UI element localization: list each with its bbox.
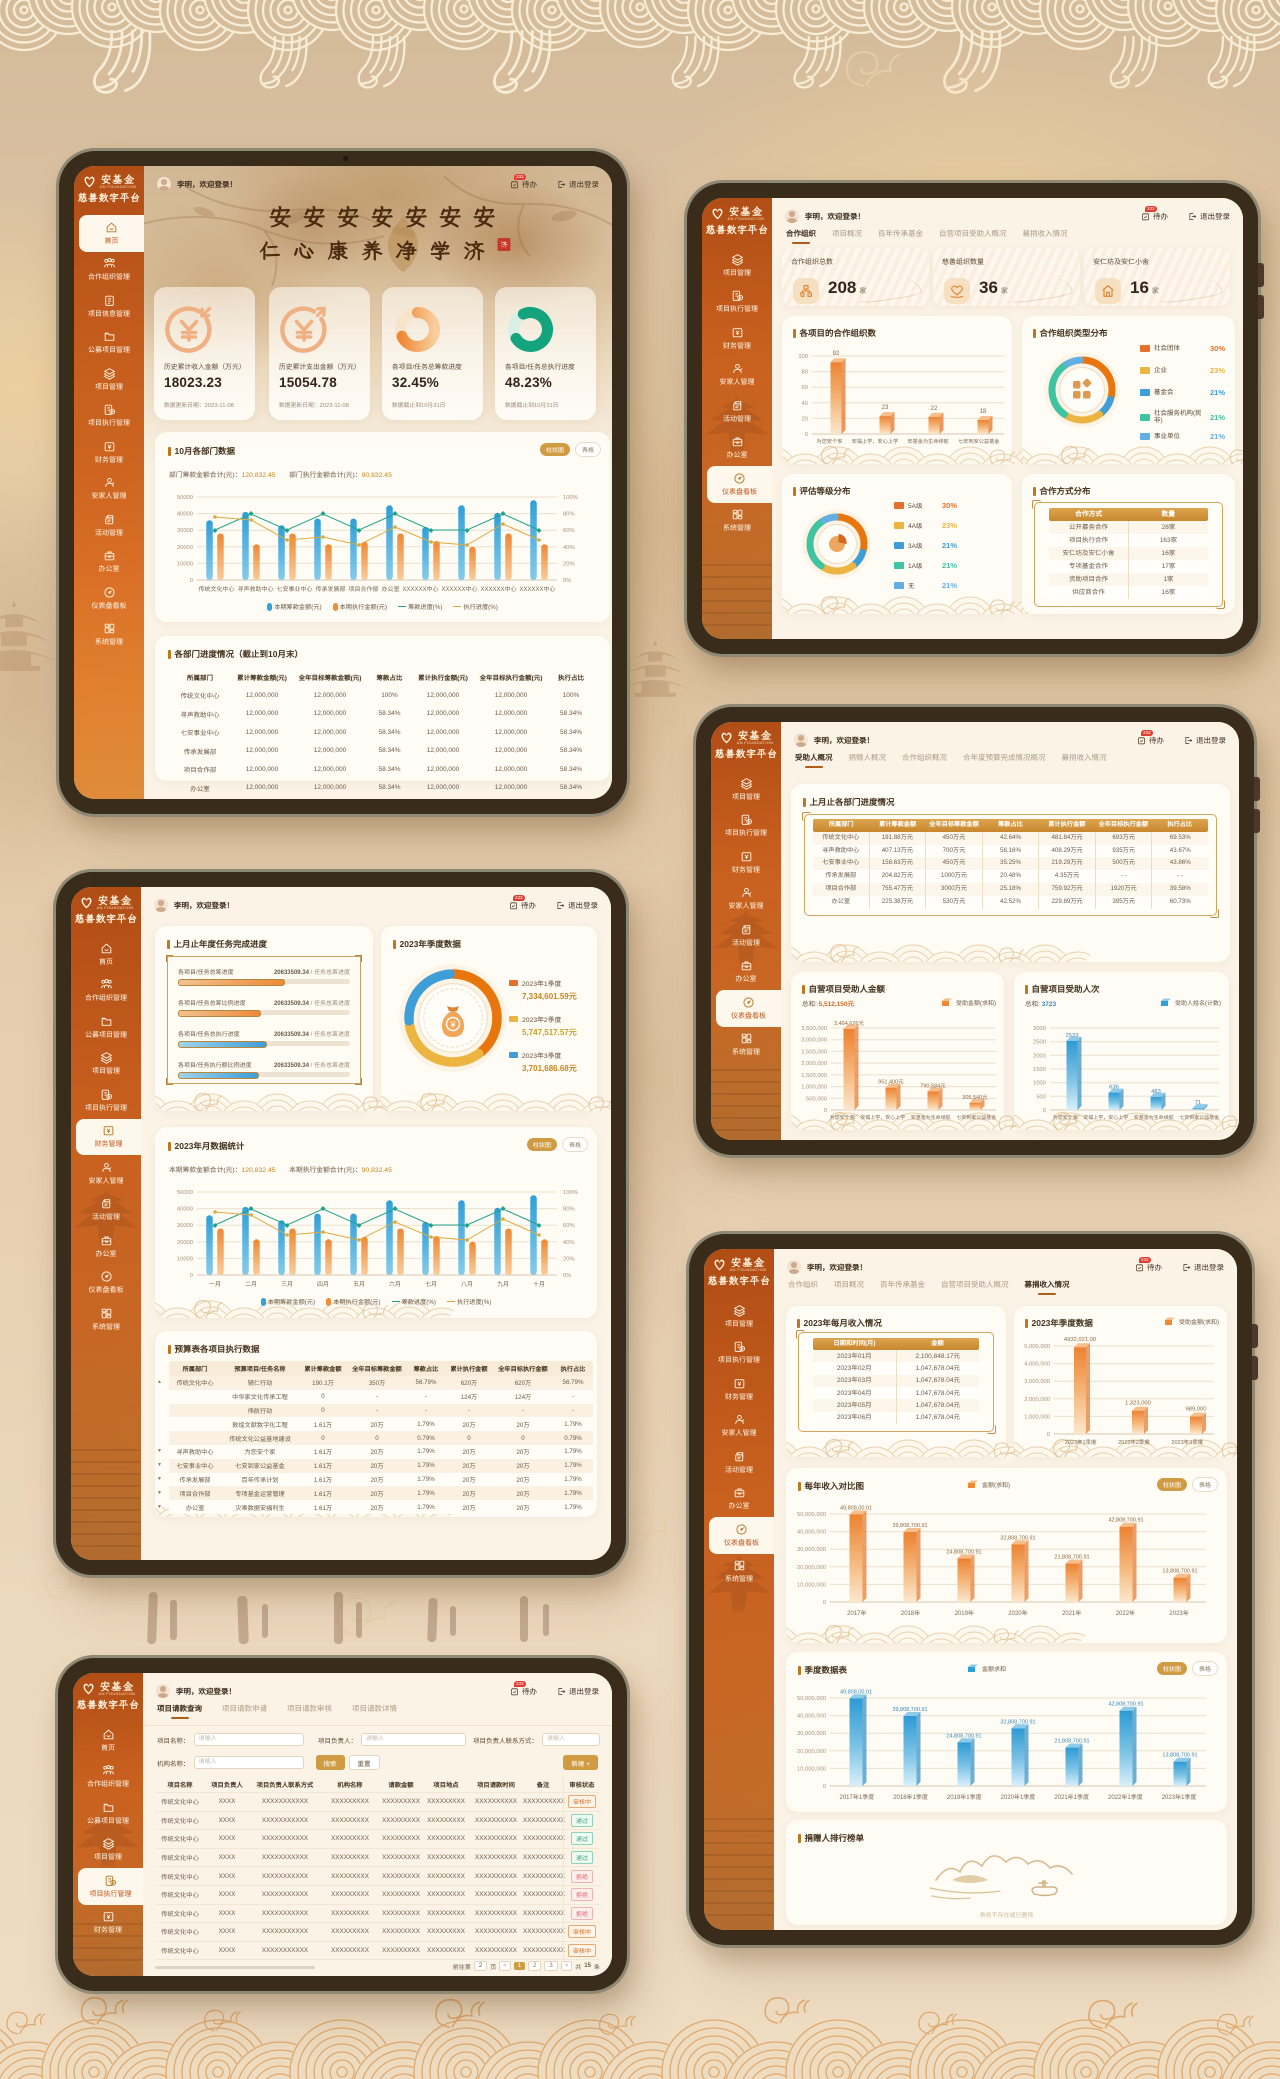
svg-text:1,500,000: 1,500,000	[801, 1073, 827, 1079]
svg-text:32,808,700.91: 32,808,700.91	[1000, 1719, 1035, 1725]
svg-text:¥: ¥	[449, 1020, 456, 1030]
svg-text:71: 71	[1195, 1100, 1201, 1106]
svg-text:4,000,000: 4,000,000	[1024, 1362, 1050, 1368]
svg-text:2500: 2500	[1033, 1040, 1046, 1046]
svg-text:30000: 30000	[177, 528, 193, 534]
svg-text:790,584元: 790,584元	[920, 1083, 946, 1090]
svg-text:1,000,000: 1,000,000	[801, 1085, 827, 1091]
svg-text:24,808,700.91: 24,808,700.91	[946, 1549, 981, 1555]
svg-text:21,808,700.91: 21,808,700.91	[1054, 1555, 1089, 1561]
svg-text:20000: 20000	[177, 545, 193, 551]
svg-text:50,000,000: 50,000,000	[797, 1696, 826, 1702]
svg-text:92: 92	[833, 351, 840, 357]
svg-text:2000: 2000	[1033, 1053, 1046, 1059]
svg-text:60%: 60%	[563, 1223, 575, 1229]
svg-text:0%: 0%	[563, 578, 571, 584]
svg-text:100: 100	[798, 354, 808, 360]
svg-text:2,000,000: 2,000,000	[801, 1061, 827, 1067]
svg-text:1500: 1500	[1033, 1067, 1046, 1073]
svg-text:0: 0	[1047, 1432, 1050, 1438]
svg-text:20000: 20000	[177, 1240, 193, 1246]
svg-text:989,000: 989,000	[1186, 1407, 1207, 1413]
svg-text:40,000,000: 40,000,000	[797, 1714, 826, 1720]
svg-text:13,808,700.91: 13,808,700.91	[1162, 1569, 1197, 1575]
svg-text:3,000,000: 3,000,000	[801, 1038, 827, 1044]
svg-text:32,808,700.91: 32,808,700.91	[1000, 1535, 1035, 1541]
svg-text:636: 636	[1109, 1085, 1119, 1091]
svg-text:30,000,000: 30,000,000	[797, 1547, 826, 1553]
svg-text:80%: 80%	[563, 1207, 575, 1213]
svg-text:13,808,700.91: 13,808,700.91	[1162, 1753, 1197, 1759]
svg-text:0: 0	[190, 1273, 193, 1279]
svg-text:40000: 40000	[177, 512, 193, 518]
svg-text:1000: 1000	[1033, 1081, 1046, 1087]
svg-text:42,808,700.91: 42,808,700.91	[1108, 1702, 1143, 1708]
svg-text:483: 483	[1151, 1089, 1161, 1095]
svg-text:0: 0	[805, 432, 808, 438]
svg-text:100%: 100%	[563, 1190, 578, 1196]
svg-text:1,323,000: 1,323,000	[1125, 1401, 1151, 1407]
svg-text:951,400元: 951,400元	[878, 1079, 904, 1086]
svg-text:0%: 0%	[563, 1273, 571, 1279]
svg-text:40: 40	[802, 401, 808, 407]
svg-text:40%: 40%	[563, 1240, 575, 1246]
svg-text:305,540元: 305,540元	[962, 1094, 988, 1101]
svg-text:20: 20	[802, 416, 808, 422]
svg-text:10,000,000: 10,000,000	[797, 1766, 826, 1772]
svg-text:20%: 20%	[563, 1256, 575, 1262]
svg-text:49,808,00.01: 49,808,00.01	[840, 1505, 872, 1511]
svg-text:500: 500	[1036, 1094, 1046, 1100]
svg-text:22: 22	[931, 406, 938, 412]
svg-text:2533: 2533	[1066, 1033, 1079, 1039]
svg-text:0: 0	[824, 1108, 827, 1114]
svg-text:3000: 3000	[1033, 1026, 1046, 1032]
svg-text:49,808,00.01: 49,808,00.01	[840, 1689, 872, 1695]
svg-text:39,808,700.91: 39,808,700.91	[892, 1523, 927, 1529]
svg-text:18: 18	[980, 409, 987, 415]
svg-text:20,000,000: 20,000,000	[797, 1565, 826, 1571]
svg-text:10000: 10000	[177, 561, 193, 567]
svg-text:100%: 100%	[563, 495, 578, 501]
svg-text:5,000,000: 5,000,000	[1024, 1344, 1050, 1350]
svg-text:3,000,000: 3,000,000	[1024, 1379, 1050, 1385]
svg-text:40,000,000: 40,000,000	[797, 1530, 826, 1536]
svg-text:0: 0	[823, 1784, 826, 1790]
svg-text:2,000,000: 2,000,000	[1024, 1397, 1050, 1403]
svg-text:4932,021.00: 4932,021.00	[1064, 1337, 1096, 1343]
svg-text:50000: 50000	[177, 495, 193, 501]
svg-text:40000: 40000	[177, 1207, 193, 1213]
svg-text:50,000,000: 50,000,000	[797, 1512, 826, 1518]
svg-text:2,500,000: 2,500,000	[801, 1049, 827, 1055]
svg-text:80%: 80%	[563, 512, 575, 518]
svg-text:80: 80	[802, 370, 808, 376]
svg-text:10000: 10000	[177, 1256, 193, 1262]
svg-text:30000: 30000	[177, 1223, 193, 1229]
svg-text:20,000,000: 20,000,000	[797, 1749, 826, 1755]
svg-text:0: 0	[190, 578, 193, 584]
svg-text:0: 0	[823, 1600, 826, 1606]
svg-text:3,500,000: 3,500,000	[801, 1026, 827, 1032]
svg-text:0: 0	[1043, 1108, 1046, 1114]
svg-text:3,464,626元: 3,464,626元	[834, 1020, 864, 1027]
svg-text:21,808,700.91: 21,808,700.91	[1054, 1739, 1089, 1745]
svg-text:500,000: 500,000	[806, 1096, 827, 1102]
svg-text:40%: 40%	[563, 545, 575, 551]
svg-text:24,808,700.91: 24,808,700.91	[946, 1733, 981, 1739]
svg-text:39,808,700.91: 39,808,700.91	[892, 1707, 927, 1713]
svg-text:1,000,000: 1,000,000	[1024, 1414, 1050, 1420]
svg-text:60: 60	[802, 385, 808, 391]
svg-text:23: 23	[882, 405, 889, 411]
svg-text:50000: 50000	[177, 1190, 193, 1196]
svg-text:42,808,700.91: 42,808,700.91	[1108, 1518, 1143, 1524]
svg-text:30,000,000: 30,000,000	[797, 1731, 826, 1737]
svg-text:20%: 20%	[563, 561, 575, 567]
svg-text:10,000,000: 10,000,000	[797, 1582, 826, 1588]
svg-text:60%: 60%	[563, 528, 575, 534]
